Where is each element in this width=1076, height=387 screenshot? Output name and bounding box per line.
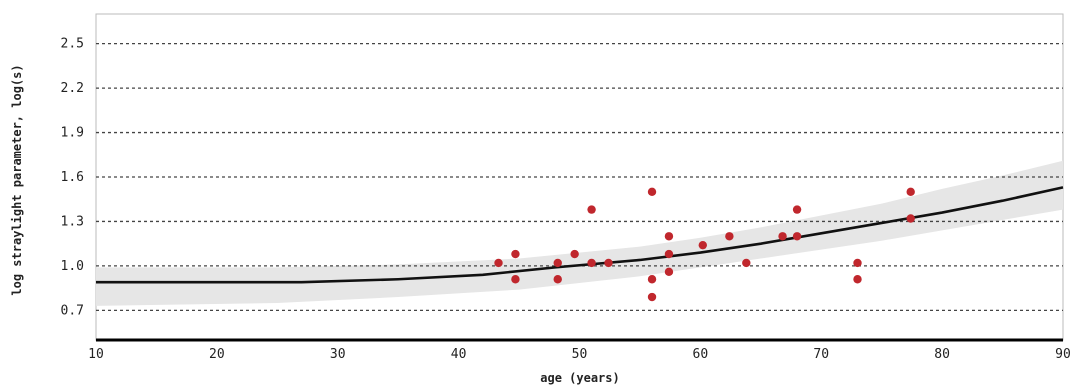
y-tick-label: 0.7 bbox=[61, 303, 84, 318]
gridlines bbox=[96, 42, 1063, 312]
data-point bbox=[587, 258, 596, 268]
confidence-band bbox=[96, 160, 1063, 306]
x-axis-label: age (years) bbox=[540, 371, 619, 385]
data-point bbox=[664, 232, 674, 241]
x-tick-label: 70 bbox=[813, 347, 829, 362]
data-point bbox=[853, 258, 862, 268]
x-tick-label: 80 bbox=[934, 347, 950, 362]
data-point bbox=[792, 205, 802, 214]
y-tick-label: 1.3 bbox=[61, 214, 84, 229]
data-point bbox=[553, 275, 562, 284]
data-point bbox=[698, 240, 707, 250]
y-tick-label: 1.9 bbox=[61, 126, 84, 141]
data-point bbox=[553, 258, 562, 268]
y-axis-label: log straylight parameter, log(s) bbox=[10, 64, 24, 295]
y-tick-label: 2.2 bbox=[61, 81, 84, 96]
data-point bbox=[906, 187, 915, 197]
x-tick-label: 40 bbox=[451, 347, 467, 362]
data-point bbox=[792, 232, 802, 241]
data-point bbox=[853, 275, 862, 284]
y-tick-label: 1.0 bbox=[61, 259, 84, 274]
data-point bbox=[906, 214, 915, 223]
data-point bbox=[587, 205, 596, 214]
data-point bbox=[664, 267, 674, 277]
data-point bbox=[511, 249, 520, 259]
y-tick-label: 2.5 bbox=[61, 37, 84, 52]
confidence-band-layer bbox=[96, 160, 1063, 306]
x-tick-label: 30 bbox=[330, 347, 346, 362]
data-points bbox=[494, 187, 915, 302]
data-point bbox=[494, 258, 503, 268]
x-tick-label: 90 bbox=[1055, 347, 1071, 362]
data-point bbox=[647, 275, 657, 284]
data-point bbox=[511, 275, 520, 284]
data-point bbox=[664, 249, 674, 259]
data-point bbox=[647, 292, 657, 302]
data-point bbox=[778, 232, 787, 241]
x-tick-label: 20 bbox=[209, 347, 225, 362]
data-point bbox=[647, 187, 657, 197]
y-tick-label: 1.6 bbox=[61, 170, 84, 185]
data-point bbox=[742, 258, 751, 268]
x-tick-label: 50 bbox=[572, 347, 588, 362]
data-point bbox=[604, 258, 613, 268]
data-point bbox=[725, 232, 734, 241]
y-tick-labels: 0.7 1.0 1.3 1.6 1.9 2.2 2.5 bbox=[61, 37, 84, 319]
data-point bbox=[570, 249, 579, 259]
x-tick-label: 10 bbox=[88, 347, 104, 362]
x-tick-label: 60 bbox=[693, 347, 709, 362]
x-tick-labels: 10 20 30 40 50 60 70 80 90 bbox=[88, 347, 1071, 362]
